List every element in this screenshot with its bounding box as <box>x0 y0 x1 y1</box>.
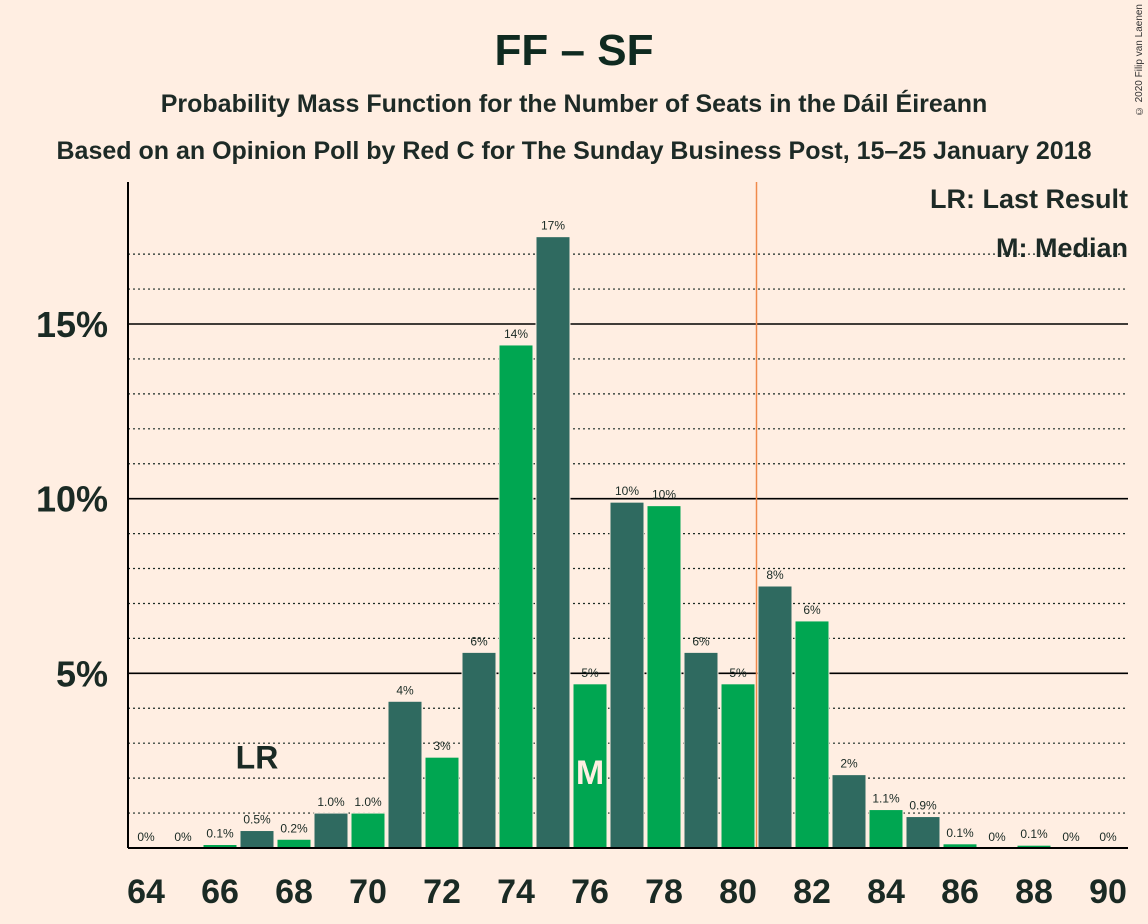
data-label-seat-70: 1.0% <box>354 795 382 809</box>
data-label-seat-72: 3% <box>433 739 451 753</box>
bar-seat-70 <box>350 812 386 849</box>
x-tick-label: 86 <box>941 873 979 911</box>
bar-seat-75 <box>535 236 571 849</box>
x-tick-label: 64 <box>127 873 165 911</box>
x-tick-label: 74 <box>497 873 535 911</box>
x-tick-label: 78 <box>645 873 683 911</box>
data-label-seat-73: 6% <box>470 634 488 648</box>
data-label-seat-74: 14% <box>504 327 528 341</box>
bar-seat-79 <box>683 651 719 849</box>
data-label-seat-82: 6% <box>803 603 821 617</box>
data-label-seat-71: 4% <box>396 683 414 697</box>
data-label-seat-79: 6% <box>692 634 710 648</box>
x-tick-label: 88 <box>1015 873 1053 911</box>
bar-seat-69 <box>313 812 349 849</box>
x-tick-label: 80 <box>719 873 757 911</box>
x-tick-label: 70 <box>349 873 387 911</box>
bar-seat-68 <box>276 838 312 849</box>
bar-seat-71 <box>387 700 423 849</box>
legend-last-result: LR: Last Result <box>929 184 1128 214</box>
data-label-seat-88: 0.1% <box>1020 827 1048 841</box>
bar-seat-77 <box>609 501 645 849</box>
x-tick-label: 90 <box>1089 873 1127 911</box>
bar-seat-72 <box>424 756 460 849</box>
bar-seat-73 <box>461 651 497 849</box>
data-label-seat-90: 0% <box>1099 830 1117 844</box>
data-label-seat-86: 0.1% <box>946 826 974 840</box>
x-tick-label: 66 <box>201 873 239 911</box>
bar-seat-67 <box>239 830 275 849</box>
chart-subtitle-poll: Based on an Opinion Poll by Red C for Th… <box>56 137 1092 165</box>
bar-seat-80 <box>720 683 756 849</box>
data-label-seat-75: 17% <box>541 219 565 233</box>
data-label-seat-87: 0% <box>988 830 1006 844</box>
bar-seat-82 <box>794 620 830 849</box>
bar-seat-85 <box>905 816 941 849</box>
bar-seat-76 <box>572 683 608 849</box>
data-label-seat-77: 10% <box>615 484 639 498</box>
y-tick-label: 15% <box>36 304 108 345</box>
data-label-seat-81: 8% <box>766 568 784 582</box>
x-tick-label: 68 <box>275 873 313 911</box>
bar-seat-78 <box>646 505 682 849</box>
median-marker: M <box>576 754 604 792</box>
data-label-seat-78: 10% <box>652 488 676 502</box>
data-label-seat-85: 0.9% <box>909 799 937 813</box>
bar-seat-81 <box>757 585 793 849</box>
data-label-seat-80: 5% <box>729 666 747 680</box>
x-tick-label: 76 <box>571 873 609 911</box>
chart-title: FF – SF <box>494 26 654 75</box>
x-tick-label: 84 <box>867 873 905 911</box>
bar-seat-74 <box>498 344 534 849</box>
x-tick-label: 82 <box>793 873 831 911</box>
data-label-seat-76: 5% <box>581 666 599 680</box>
data-label-seat-66: 0.1% <box>206 827 234 841</box>
bar-seat-83 <box>831 774 867 849</box>
data-label-seat-68: 0.2% <box>280 821 308 835</box>
data-label-seat-83: 2% <box>840 757 858 771</box>
chart-subtitle: Probability Mass Function for the Number… <box>160 90 988 118</box>
data-label-seat-64: 0% <box>137 830 155 844</box>
y-tick-label: 5% <box>56 653 108 694</box>
bar-seat-84 <box>868 809 904 849</box>
data-label-seat-65: 0% <box>174 830 192 844</box>
data-label-seat-84: 1.1% <box>872 792 900 806</box>
last-result-marker: LR <box>236 740 279 776</box>
y-tick-label: 10% <box>36 479 108 520</box>
data-label-seat-69: 1.0% <box>317 795 345 809</box>
data-label-seat-67: 0.5% <box>243 813 271 827</box>
x-tick-label: 72 <box>423 873 461 911</box>
data-label-seat-89: 0% <box>1062 830 1080 844</box>
legend-median: M: Median <box>996 233 1128 263</box>
